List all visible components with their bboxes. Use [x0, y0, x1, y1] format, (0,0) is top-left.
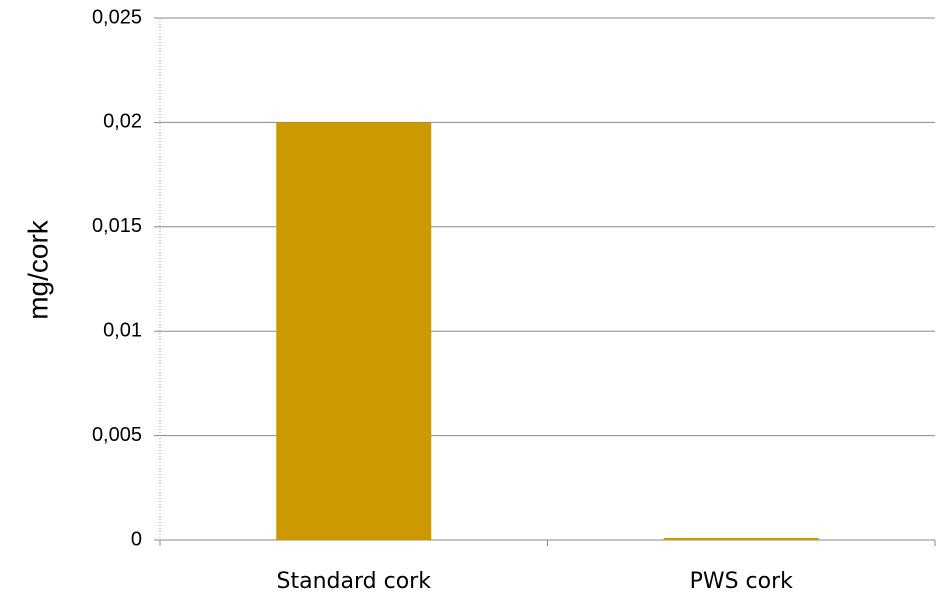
- y-tick-label: 0,005: [92, 424, 142, 446]
- y-tick-label: 0,02: [103, 111, 142, 133]
- y-tick-label: 0,015: [92, 215, 142, 237]
- bar: [276, 122, 432, 541]
- y-tick-label: 0,025: [92, 6, 142, 28]
- y-axis-label: mg/cork: [22, 219, 53, 320]
- x-tick-label: PWS cork: [690, 569, 794, 594]
- x-tick-label: Standard cork: [277, 569, 432, 594]
- y-tick-label: 0,01: [103, 319, 142, 341]
- y-tick-label: 0: [131, 528, 142, 550]
- bar: [663, 537, 819, 540]
